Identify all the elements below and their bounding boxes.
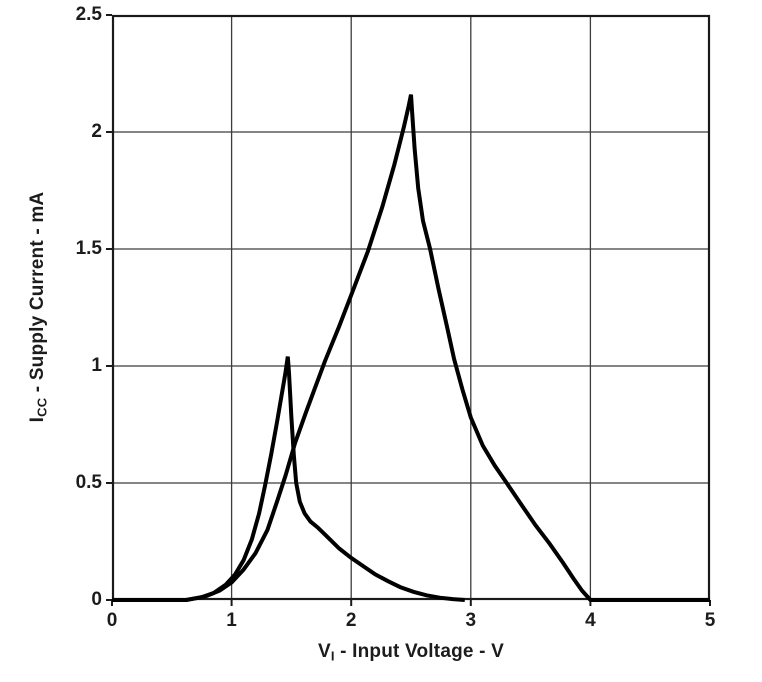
x-axis-title-subscript: I <box>330 648 335 664</box>
large-peak-curve <box>112 94 710 602</box>
curves-canvas <box>106 14 711 606</box>
x-tick-label: 3 <box>465 610 477 631</box>
y-axis-title: ICC - Supply Current - mA <box>25 7 51 607</box>
small-peak-curve <box>112 356 465 602</box>
x-axis-title-text: - Input Voltage - V <box>334 641 505 662</box>
y-tick-label: 1.5 <box>75 238 102 259</box>
y-tick-label: 1 <box>91 355 102 376</box>
y-tick-label: 0 <box>91 589 102 610</box>
x-axis-title-symbol: V <box>317 641 331 662</box>
x-axis-title: VI - Input Voltage - V <box>111 641 711 663</box>
x-tick-label: 0 <box>106 610 118 631</box>
y-axis-title-symbol: I <box>27 416 48 423</box>
plot-area <box>106 14 711 606</box>
x-tick-label: 2 <box>345 610 357 631</box>
x-tick-label: 5 <box>704 610 716 631</box>
plot-frame <box>111 14 711 601</box>
y-tick-label: 0.5 <box>75 472 102 493</box>
y-axis-title-subscript: CC <box>34 397 50 417</box>
x-tick-label: 4 <box>585 610 596 631</box>
x-tick-label: 1 <box>226 610 237 631</box>
y-tick-label: 2 <box>91 121 102 142</box>
y-tick-label: 2.5 <box>75 4 102 25</box>
